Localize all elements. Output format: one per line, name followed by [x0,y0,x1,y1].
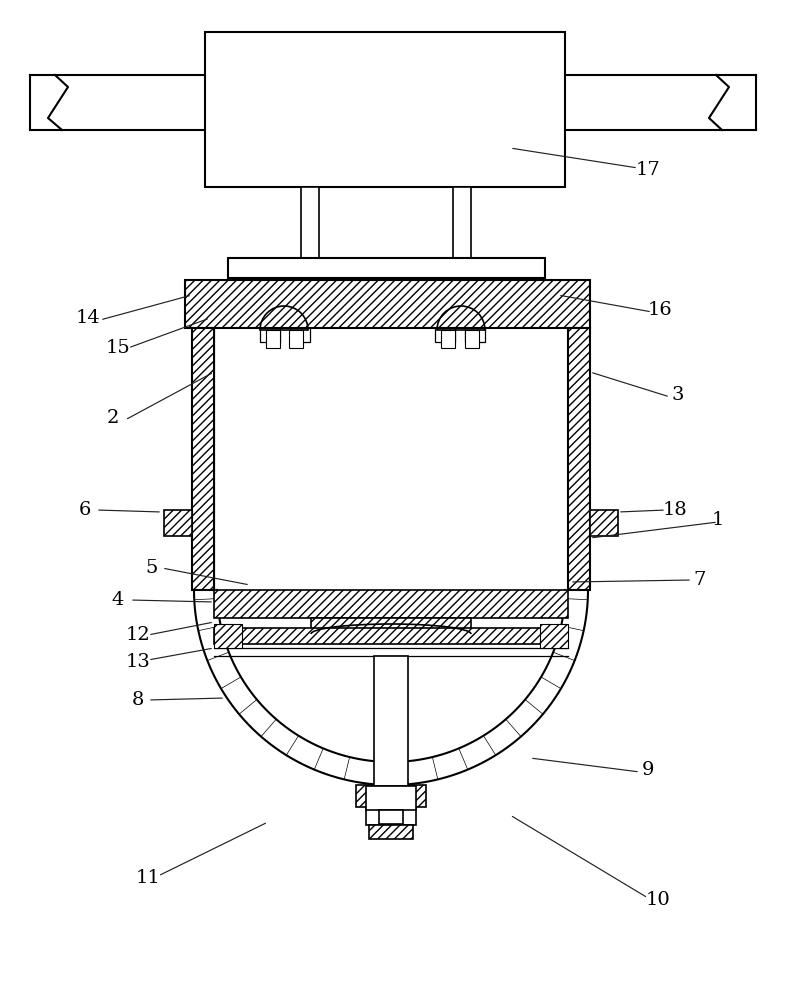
Text: 12: 12 [125,626,151,644]
Text: 11: 11 [136,869,160,887]
Bar [185,280,590,328]
Bar [311,618,471,634]
Text: 13: 13 [125,653,151,671]
Bar [356,785,426,807]
Text: 7: 7 [694,571,706,589]
Bar [441,330,455,348]
Bar [435,328,455,342]
Text: 9: 9 [641,761,654,779]
Text: 8: 8 [132,691,144,709]
Bar [164,510,192,536]
Text: 10: 10 [645,891,671,909]
Text: 4: 4 [112,591,124,609]
Bar [453,187,471,258]
Bar [228,258,545,278]
Text: 14: 14 [76,309,100,327]
Text: 2: 2 [107,409,119,427]
Bar [366,807,416,825]
Bar [205,32,565,187]
Bar [260,328,280,342]
Text: 18: 18 [663,501,687,519]
Text: 3: 3 [671,386,684,404]
Text: 17: 17 [636,161,660,179]
Bar [192,328,214,590]
Bar [590,510,618,536]
Text: 6: 6 [79,501,92,519]
Bar [214,628,568,644]
Text: 16: 16 [648,301,672,319]
Bar [369,825,413,839]
Text: 1: 1 [712,511,724,529]
Bar [465,328,485,342]
Text: 15: 15 [106,339,130,357]
Bar [266,330,280,348]
Bar [301,187,319,258]
Bar [568,328,590,590]
Bar [374,656,408,786]
Bar [290,328,310,342]
Bar [366,786,416,810]
Bar [289,330,303,348]
Text: 5: 5 [146,559,158,577]
Bar [214,624,242,648]
Bar [540,624,568,648]
Bar [214,590,568,618]
Bar [379,810,403,824]
Bar [465,330,479,348]
